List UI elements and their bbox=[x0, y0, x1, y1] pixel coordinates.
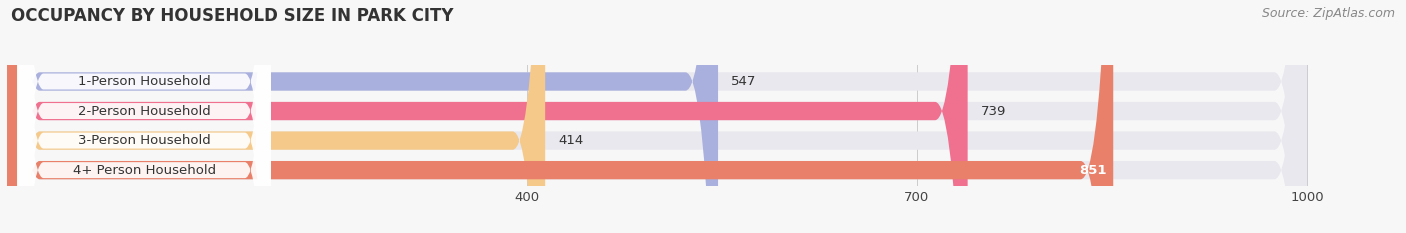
FancyBboxPatch shape bbox=[7, 0, 1308, 233]
FancyBboxPatch shape bbox=[7, 0, 718, 233]
FancyBboxPatch shape bbox=[17, 0, 271, 233]
Text: 547: 547 bbox=[731, 75, 756, 88]
FancyBboxPatch shape bbox=[7, 0, 1308, 233]
FancyBboxPatch shape bbox=[7, 0, 1308, 233]
Text: 414: 414 bbox=[558, 134, 583, 147]
FancyBboxPatch shape bbox=[17, 0, 271, 233]
Text: 4+ Person Household: 4+ Person Household bbox=[73, 164, 215, 177]
FancyBboxPatch shape bbox=[17, 0, 271, 233]
FancyBboxPatch shape bbox=[7, 0, 546, 233]
Text: Source: ZipAtlas.com: Source: ZipAtlas.com bbox=[1261, 7, 1395, 20]
Text: 739: 739 bbox=[980, 105, 1007, 117]
Text: 3-Person Household: 3-Person Household bbox=[77, 134, 211, 147]
FancyBboxPatch shape bbox=[17, 0, 271, 233]
Text: 851: 851 bbox=[1080, 164, 1107, 177]
FancyBboxPatch shape bbox=[7, 0, 1308, 233]
Text: 2-Person Household: 2-Person Household bbox=[77, 105, 211, 117]
FancyBboxPatch shape bbox=[7, 0, 1114, 233]
Text: OCCUPANCY BY HOUSEHOLD SIZE IN PARK CITY: OCCUPANCY BY HOUSEHOLD SIZE IN PARK CITY bbox=[11, 7, 454, 25]
FancyBboxPatch shape bbox=[7, 0, 967, 233]
Text: 1-Person Household: 1-Person Household bbox=[77, 75, 211, 88]
